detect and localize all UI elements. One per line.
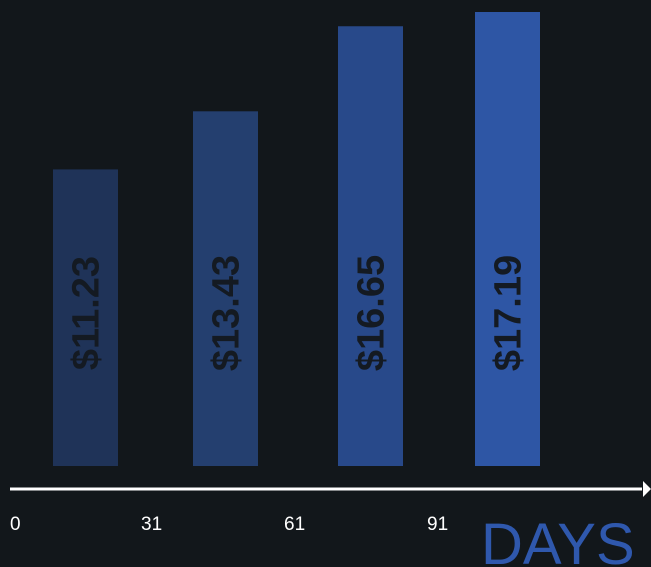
bar-value-label: $11.23 <box>66 256 108 370</box>
x-tick-label: 91 <box>427 514 448 535</box>
bar-31 <box>193 111 258 466</box>
bar-61 <box>338 26 403 466</box>
x-tick-label: 61 <box>284 514 305 535</box>
x-tick-label: 0 <box>10 514 21 535</box>
value-labels-layer: $11.23 $13.43 $16.65 $17.19 <box>66 255 530 371</box>
x-tick-label: 31 <box>141 514 162 535</box>
bar-0 <box>53 169 118 467</box>
bars-layer <box>53 12 540 467</box>
x-axis-title: DAYS <box>481 512 635 567</box>
bar-value-label: $17.19 <box>488 255 530 371</box>
bar-value-label: $16.65 <box>351 255 393 371</box>
x-tick-labels-layer: 0 31 61 91 <box>10 514 448 535</box>
x-axis-arrow-icon <box>643 481 651 497</box>
bar-91 <box>475 12 540 466</box>
bar-value-label: $13.43 <box>206 255 248 371</box>
